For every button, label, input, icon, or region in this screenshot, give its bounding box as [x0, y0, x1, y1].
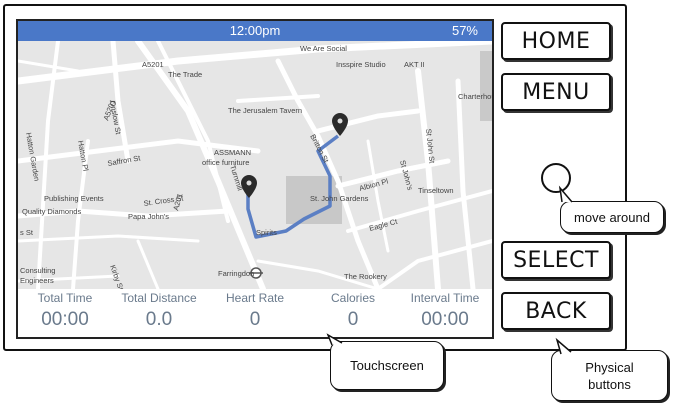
stat-value: 0.0 [145, 309, 173, 330]
callout-tail [558, 185, 573, 203]
map-label: Insspire Studio [336, 60, 386, 69]
start-pin-icon [332, 113, 348, 136]
callout-physical-buttons: Physical buttons [551, 350, 668, 401]
map-label: The Rookery [344, 272, 387, 281]
map-label: Farringdon [218, 269, 254, 278]
callout-text: move around [574, 209, 650, 225]
callout-tail [326, 333, 343, 346]
stat-value: 0 [347, 309, 359, 330]
map-label: ASSMANN [214, 148, 251, 157]
menu-button[interactable]: MENU [501, 73, 611, 111]
status-time: 12:00pm [229, 23, 281, 38]
joystick-control[interactable] [541, 163, 571, 193]
map-label: The Trade [168, 70, 202, 79]
touchscreen[interactable]: 12:00pm 57% [16, 19, 494, 339]
status-bar: 12:00pm 57% [18, 21, 492, 41]
stat-label: Total Time [37, 291, 93, 305]
stat-total-distance: Total Distance 0.0 [112, 291, 206, 333]
map-label: Publishing Events [44, 194, 104, 203]
map-label: St. John Gardens [310, 194, 369, 203]
map-label: Papa John's [128, 212, 169, 221]
route-map[interactable]: We Are Social Insspire Studio AKT II Cha… [18, 41, 492, 289]
map-label: A5201 [142, 60, 164, 69]
stat-value: 00:00 [41, 309, 89, 330]
map-label: St John St [424, 128, 437, 164]
map-label: Quality Diamonds [22, 207, 81, 216]
map-label: office furniture [202, 158, 249, 167]
callout-text: Touchscreen [350, 358, 424, 373]
stat-interval-time: Interval Time 00:00 [398, 291, 492, 333]
stat-label: Heart Rate [225, 291, 285, 305]
map-label: The Jerusalem Tavern [228, 106, 302, 115]
home-button[interactable]: HOME [501, 22, 611, 60]
select-button[interactable]: SELECT [501, 241, 611, 279]
callout-tail [555, 337, 572, 355]
map-label: Engineers [20, 276, 54, 285]
stat-heart-rate: Heart Rate 0 [208, 291, 302, 333]
stat-label: Total Distance [121, 291, 197, 305]
map-label: s St [20, 228, 34, 237]
map-label: AKT II [404, 60, 425, 69]
callout-text: Physical [585, 359, 634, 375]
callout-touchscreen: Touchscreen [330, 341, 444, 390]
stat-label: Interval Time [410, 291, 480, 305]
stat-value: 00:00 [421, 309, 469, 330]
callout-text: buttons [588, 376, 631, 392]
end-pin-icon [241, 175, 257, 198]
map-label: Spirits [256, 228, 277, 237]
stat-label: Calories [330, 291, 375, 305]
map-label: Charterhou [458, 92, 492, 101]
map-label: A201 [171, 192, 184, 211]
stat-value: 0 [249, 309, 261, 330]
route-line [246, 134, 340, 239]
map-label: Consulting [20, 266, 55, 275]
map-label: Tinseltown [418, 186, 454, 195]
back-button[interactable]: BACK [501, 292, 611, 330]
stat-total-time: Total Time 00:00 [18, 291, 112, 333]
workout-stats: Total Time 00:00 Total Distance 0.0 Hear… [18, 289, 492, 337]
stat-calories: Calories 0 [306, 291, 400, 333]
station-icon [249, 267, 263, 279]
callout-move-around: move around [560, 201, 664, 233]
map-canvas: We Are Social Insspire Studio AKT II Cha… [18, 41, 492, 289]
battery-level: 57% [451, 23, 478, 38]
map-label: We Are Social [300, 44, 347, 53]
